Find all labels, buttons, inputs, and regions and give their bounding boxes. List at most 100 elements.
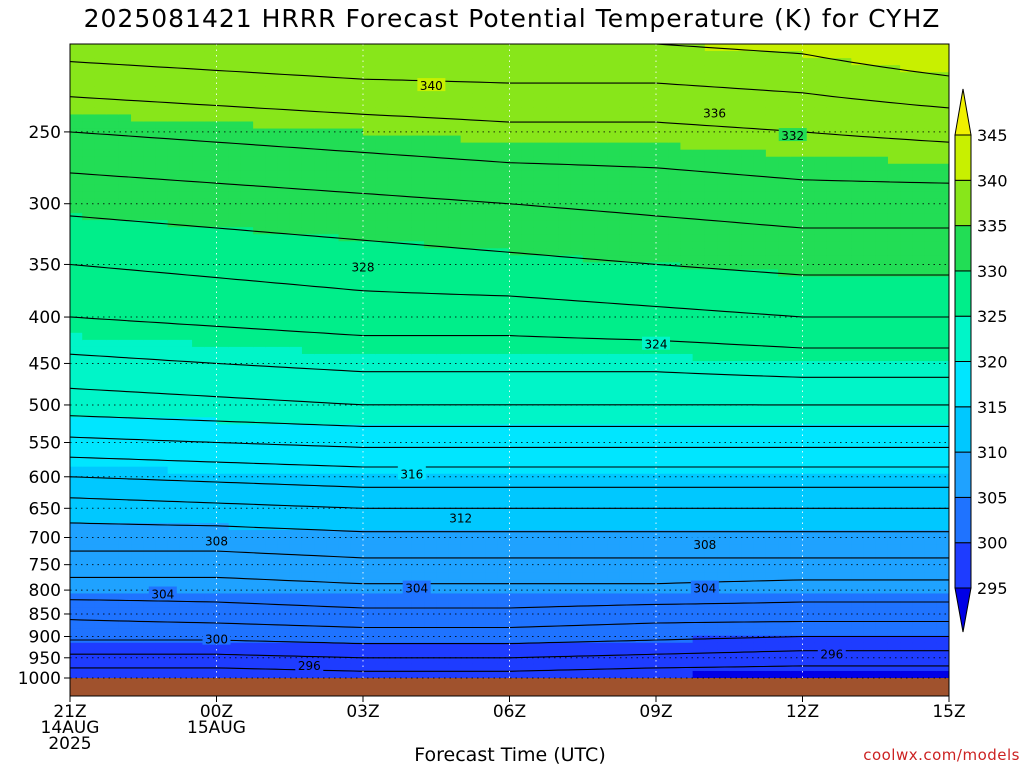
field-cell bbox=[692, 424, 706, 433]
field-cell bbox=[704, 382, 718, 390]
field-cell bbox=[106, 508, 120, 517]
field-cell bbox=[314, 339, 327, 348]
field-cell bbox=[485, 656, 498, 665]
field-cell bbox=[387, 635, 401, 644]
field-cell bbox=[741, 283, 755, 292]
field-cell bbox=[558, 325, 572, 334]
field-cell bbox=[94, 297, 108, 306]
field-cell bbox=[179, 269, 193, 278]
field-cell bbox=[594, 487, 608, 496]
field-cell bbox=[106, 438, 120, 447]
field-cell bbox=[582, 600, 596, 609]
field-cell bbox=[179, 107, 193, 116]
field-cell bbox=[704, 473, 718, 482]
field-cell bbox=[375, 353, 389, 362]
field-cell bbox=[668, 255, 682, 263]
field-cell bbox=[497, 494, 511, 503]
field-cell bbox=[594, 410, 608, 418]
field-cell bbox=[387, 593, 401, 602]
field-cell bbox=[717, 311, 730, 320]
field-cell bbox=[460, 473, 474, 482]
field-cell bbox=[558, 523, 572, 531]
field-cell bbox=[448, 642, 462, 651]
field-cell bbox=[350, 248, 364, 256]
field-cell bbox=[558, 213, 572, 221]
field-cell bbox=[741, 163, 755, 172]
field-cell bbox=[680, 177, 694, 186]
field-cell bbox=[228, 79, 242, 87]
field-cell bbox=[363, 389, 376, 397]
field-cell bbox=[582, 163, 596, 172]
field-cell bbox=[204, 642, 218, 651]
field-cell bbox=[399, 198, 413, 207]
field-cell bbox=[631, 184, 645, 193]
field-cell bbox=[424, 213, 437, 221]
field-cell bbox=[216, 58, 230, 66]
field-cell bbox=[70, 269, 83, 278]
field-cell bbox=[448, 227, 462, 235]
field-cell bbox=[436, 551, 450, 559]
field-cell bbox=[594, 325, 608, 334]
field-cell bbox=[692, 220, 706, 228]
field-cell bbox=[204, 184, 218, 193]
field-cell bbox=[143, 431, 157, 440]
field-cell bbox=[167, 325, 181, 334]
field-cell bbox=[594, 480, 608, 489]
field-cell bbox=[729, 255, 743, 263]
field-cell bbox=[350, 311, 364, 320]
field-cell bbox=[301, 424, 315, 433]
field-cell bbox=[253, 65, 266, 73]
field-cell bbox=[729, 51, 743, 59]
field-cell bbox=[619, 530, 633, 538]
field-cell bbox=[582, 403, 596, 411]
field-cell bbox=[253, 353, 266, 362]
field-cell bbox=[94, 184, 108, 193]
field-cell bbox=[387, 318, 401, 327]
field-cell bbox=[326, 431, 340, 440]
field-cell bbox=[448, 628, 462, 637]
field-cell bbox=[509, 234, 523, 242]
field-cell bbox=[240, 480, 254, 489]
field-cell bbox=[619, 220, 633, 228]
field-cell bbox=[167, 198, 181, 207]
field-cell bbox=[643, 149, 657, 158]
field-cell bbox=[94, 621, 108, 630]
field-cell bbox=[70, 501, 83, 510]
field-cell bbox=[289, 431, 303, 440]
field-cell bbox=[94, 311, 108, 320]
field-cell bbox=[546, 107, 559, 116]
field-cell bbox=[143, 551, 157, 559]
field-cell bbox=[741, 177, 755, 186]
field-cell bbox=[277, 593, 291, 602]
field-cell bbox=[387, 466, 401, 475]
field-cell bbox=[729, 220, 743, 228]
field-cell bbox=[106, 558, 120, 566]
field-cell bbox=[399, 227, 413, 235]
field-cell bbox=[485, 311, 498, 320]
field-cell bbox=[131, 579, 144, 588]
field-cell bbox=[301, 114, 315, 123]
field-cell bbox=[289, 206, 303, 214]
field-cell bbox=[143, 614, 157, 623]
field-cell bbox=[533, 452, 547, 461]
field-cell bbox=[424, 607, 437, 616]
field-cell bbox=[253, 530, 266, 538]
field-cell bbox=[131, 445, 144, 454]
field-cell bbox=[582, 558, 596, 566]
field-cell bbox=[289, 325, 303, 334]
field-cell bbox=[301, 600, 315, 609]
field-cell bbox=[82, 508, 96, 517]
field-cell bbox=[179, 452, 193, 461]
field-cell bbox=[70, 227, 83, 235]
field-cell bbox=[131, 58, 144, 66]
field-cell bbox=[399, 558, 413, 566]
field-cell bbox=[106, 431, 120, 440]
field-cell bbox=[680, 515, 694, 524]
field-cell bbox=[448, 438, 462, 447]
field-cell bbox=[192, 206, 205, 214]
field-cell bbox=[106, 600, 120, 609]
field-cell bbox=[436, 51, 450, 59]
field-cell bbox=[118, 276, 132, 285]
field-cell bbox=[155, 276, 169, 285]
field-cell bbox=[155, 283, 169, 292]
